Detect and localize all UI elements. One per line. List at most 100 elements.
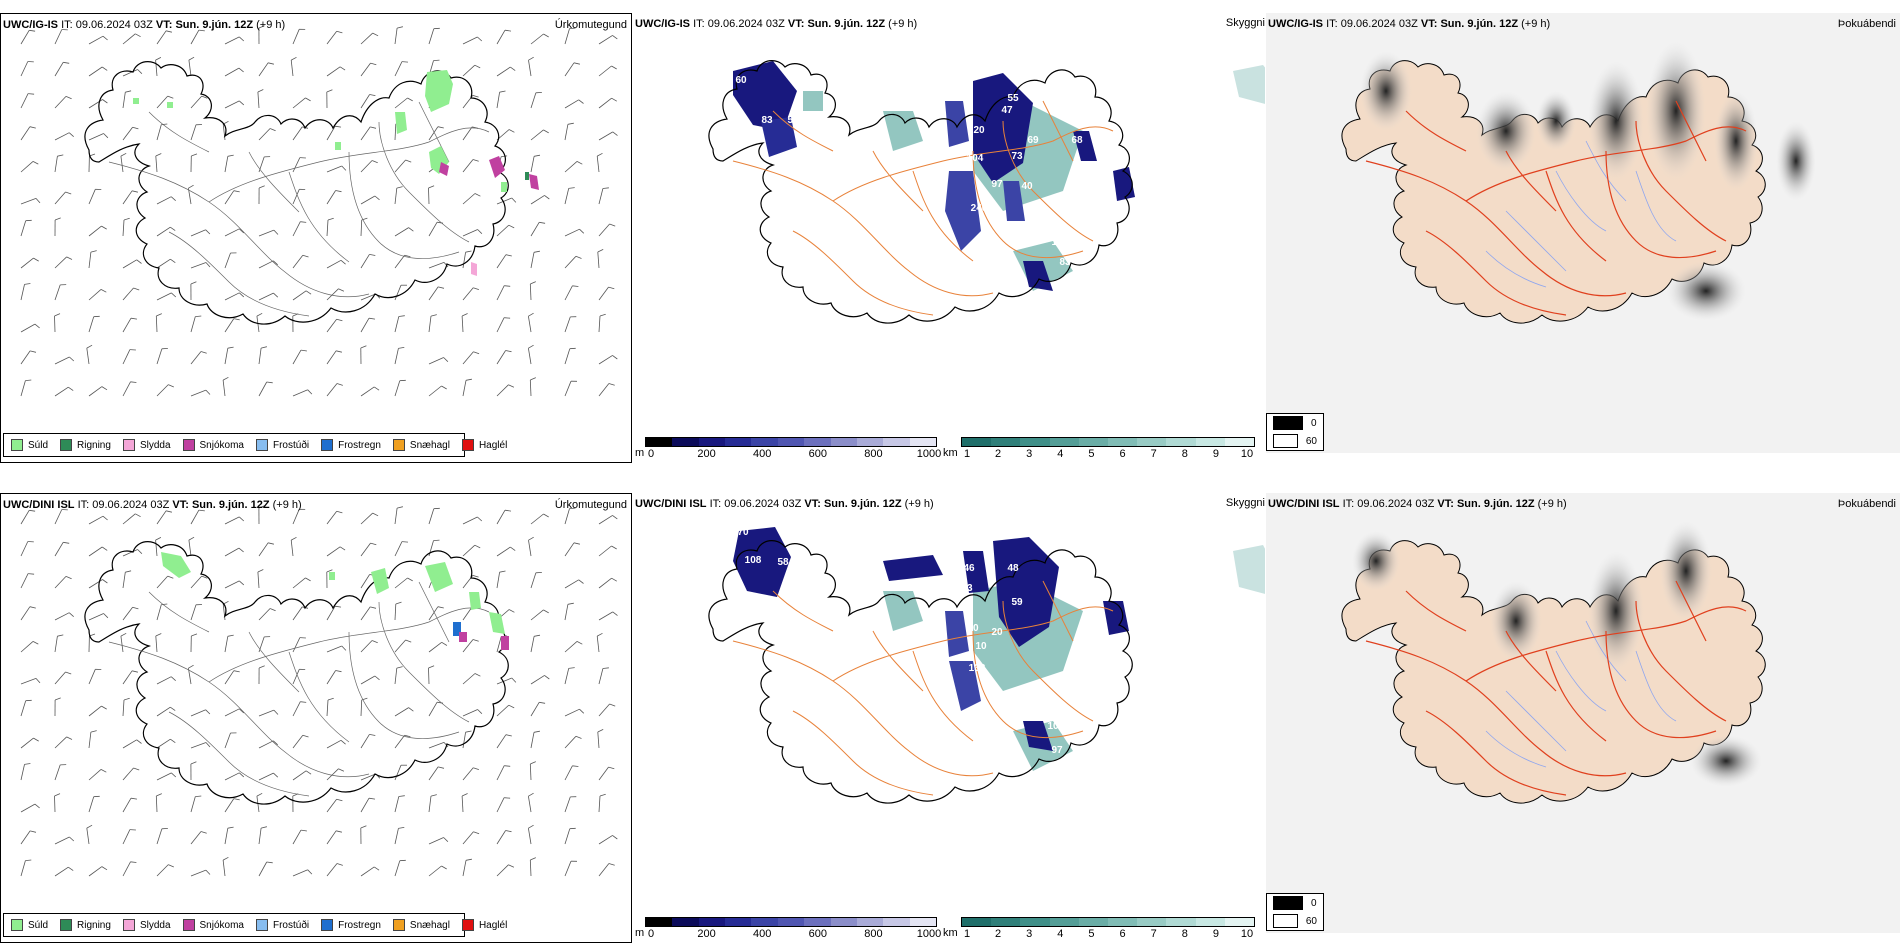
wind-barb xyxy=(20,510,30,525)
wind-barb-flag xyxy=(155,537,162,541)
road-network xyxy=(108,581,490,797)
wind-barb xyxy=(88,99,103,109)
wind-barb-flag xyxy=(336,863,343,866)
wind-barb-flag xyxy=(222,376,229,381)
wind-barb-flag xyxy=(473,767,480,770)
wind-barb-flag xyxy=(430,314,437,317)
panel-variable-name: Þokuábendi xyxy=(1837,498,1896,510)
wind-barb-flag xyxy=(168,384,174,388)
wind-barb-flag xyxy=(477,36,483,42)
wind-barb xyxy=(222,124,226,141)
wind-barb-flag xyxy=(291,56,297,61)
visibility-areas xyxy=(883,545,1265,771)
wind-barb xyxy=(156,348,163,365)
ceiling-value-label: 70 xyxy=(737,527,749,538)
wind-barb xyxy=(564,62,575,77)
legend-item: Frostregn xyxy=(321,439,381,451)
legend-swatch xyxy=(321,919,334,931)
wind-barb xyxy=(530,222,540,237)
wind-barb xyxy=(20,220,27,237)
wind-barb-flag xyxy=(268,542,274,545)
visibility-areas xyxy=(803,65,1265,291)
legend-swatch xyxy=(321,439,334,451)
wind-barb xyxy=(462,709,478,717)
fog-areas xyxy=(1352,521,1762,787)
wind-barb xyxy=(190,869,207,877)
precip-map xyxy=(20,505,618,877)
legend-swatch xyxy=(11,439,23,451)
wind-barb-flag xyxy=(477,709,483,714)
wind-barb-flag xyxy=(368,317,376,320)
ceiling-value-label: 30 xyxy=(967,623,979,634)
colorbar-tick-label: 9 xyxy=(1212,448,1219,460)
wind-barb xyxy=(496,197,512,205)
wind-barb-flag xyxy=(258,505,265,509)
wind-barb xyxy=(20,803,36,813)
colorbar-tick-label: 800 xyxy=(864,928,883,940)
wind-barb xyxy=(394,348,399,365)
wind-barb-flag xyxy=(534,154,541,157)
wind-barb xyxy=(258,828,262,845)
wind-barb-flag xyxy=(188,536,195,541)
wind-barb xyxy=(258,636,265,653)
wind-barb xyxy=(190,95,202,109)
visibility-colorbar: km 1 2 3 4 5 6 7 8 9 10 xyxy=(943,917,1255,941)
wind-barb-flag xyxy=(510,546,516,551)
colorbar-tick-label: 7 xyxy=(1150,448,1157,460)
wind-barb xyxy=(20,573,29,589)
legend-label: Snjókoma xyxy=(199,439,244,451)
colorbar-tick-label: 9 xyxy=(1212,928,1219,940)
colorbar-unit: m xyxy=(635,927,645,939)
wind-barb-flag xyxy=(335,605,342,608)
wind-barb-flag xyxy=(135,513,141,518)
legend-swatch xyxy=(60,919,73,931)
wind-barb-flag xyxy=(398,827,405,829)
wind-barb-flag xyxy=(155,57,162,61)
wind-barb-flag xyxy=(166,510,172,513)
ceiling-value-label: 60 xyxy=(735,75,747,86)
wind-barb xyxy=(360,94,370,109)
wind-barb xyxy=(326,66,341,77)
panel-title: UWC/DINI ISL IT: 09.06.2024 03Z VT: Sun.… xyxy=(1268,498,1567,510)
legend-item: Rigning xyxy=(60,439,111,451)
wind-barb xyxy=(88,316,95,333)
wind-barb xyxy=(88,769,102,781)
wind-barb-flag xyxy=(612,35,618,40)
ceiling-value-label: 55 xyxy=(787,115,799,126)
colorbar-segment xyxy=(751,918,778,926)
ceiling-value-label: 246 xyxy=(1043,57,1060,68)
wind-barb-flag xyxy=(239,772,245,778)
wind-barb-flag xyxy=(239,292,245,298)
ceiling-value-label: 83 xyxy=(761,115,773,126)
wind-barb xyxy=(224,636,229,653)
wind-barb-flag xyxy=(102,35,108,41)
wind-barb xyxy=(462,351,474,365)
fog-legend-swatch xyxy=(1273,434,1298,448)
wind-barb xyxy=(292,157,301,173)
wind-barb xyxy=(394,316,400,333)
wind-barb-flag xyxy=(533,250,540,253)
wind-barb xyxy=(122,861,131,877)
wind-barb xyxy=(530,252,535,269)
wind-barb-flag xyxy=(69,356,75,362)
wind-barb-flag xyxy=(371,640,378,644)
wind-barb-flag xyxy=(261,346,267,349)
wind-barb xyxy=(88,35,104,45)
wind-barb xyxy=(20,678,37,685)
wind-barb xyxy=(54,764,61,781)
wind-barb-flag xyxy=(86,344,93,349)
wind-barb-flag xyxy=(123,697,130,701)
wind-barb xyxy=(598,223,610,237)
wind-barb-flag xyxy=(69,836,75,842)
wind-barb xyxy=(428,837,444,845)
legend-item: Snjókoma xyxy=(182,439,244,451)
wind-barb-flag xyxy=(508,129,515,133)
legend-item: Frostúði xyxy=(255,439,309,451)
panel-title: UWC/IG-IS IT: 09.06.2024 03Z VT: Sun. 9.… xyxy=(1268,18,1551,30)
wind-barb xyxy=(155,315,158,333)
wind-barb-flag xyxy=(572,765,579,767)
wind-barb xyxy=(394,639,406,653)
wind-barb xyxy=(122,259,137,269)
wind-barb xyxy=(428,385,442,397)
wind-barb-flag xyxy=(33,257,39,262)
